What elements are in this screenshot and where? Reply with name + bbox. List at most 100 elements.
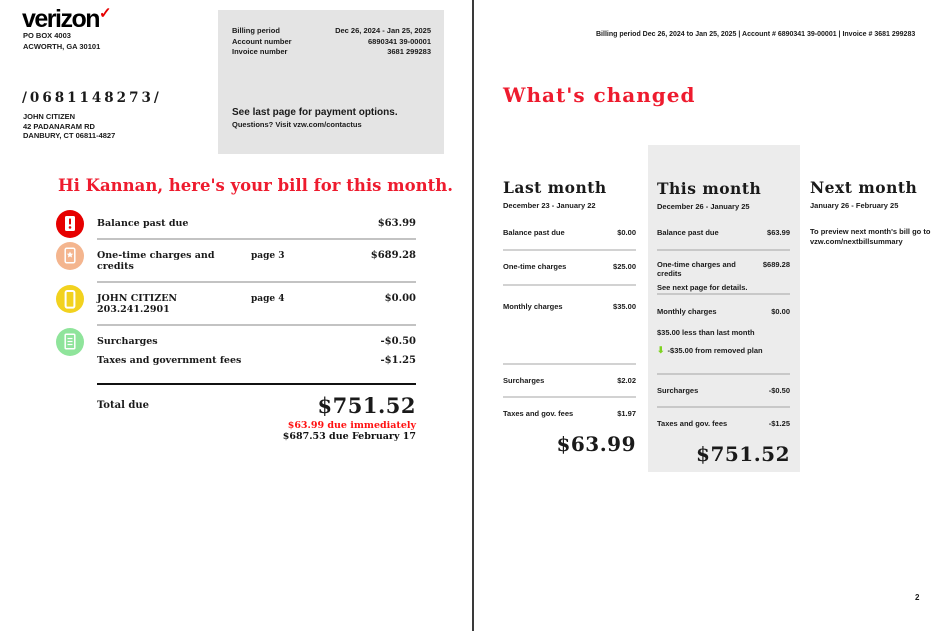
row-value: -$0.50 xyxy=(768,386,790,395)
bill-row-label: One-time charges and credits xyxy=(97,250,215,272)
removed-plan-text: -$35.00 from removed plan xyxy=(667,346,763,355)
verizon-logo: verizon✓ xyxy=(22,4,112,34)
billing-period-value: Dec 26, 2024 - Jan 25, 2025 xyxy=(335,26,431,35)
row-value: $35.00 xyxy=(613,302,636,311)
page-divider xyxy=(472,0,474,631)
see-next-page-note: See next page for details. xyxy=(657,283,748,292)
row-label: Taxes and gov. fees xyxy=(503,409,574,418)
row-label: Monthly charges xyxy=(657,307,717,316)
this-month-total: $751.52 xyxy=(696,442,790,466)
recipient-line: JOHN CITIZEN xyxy=(23,112,76,121)
last-month-total: $63.99 xyxy=(556,432,636,456)
next-month-column: Next month January 26 - February 25 To p… xyxy=(810,178,942,247)
bill-row-amount: $63.99 xyxy=(377,218,416,229)
this-month-row: Balance past due $63.99 xyxy=(657,228,790,237)
removed-plan-line: ⬇ -$35.00 from removed plan xyxy=(657,345,790,356)
last-month-title: Last month xyxy=(503,178,607,197)
row-value: $63.99 xyxy=(767,228,790,237)
bill-row-page: page 3 xyxy=(251,251,285,261)
whats-changed-heading: What's changed xyxy=(503,83,696,107)
total-due-amount: $751.52 xyxy=(317,393,416,418)
this-month-dates: December 26 - January 25 xyxy=(657,202,750,211)
bill-row-balance-past-due: Balance past due $63.99 xyxy=(56,208,416,240)
due-immediately-note: $63.99 due immediately xyxy=(287,420,416,431)
billing-info-rows: Billing period Dec 26, 2024 - Jan 25, 20… xyxy=(232,26,431,58)
billing-info-box: Billing period Dec 26, 2024 - Jan 25, 20… xyxy=(218,10,444,154)
bill-row-amount: $0.00 xyxy=(384,293,416,304)
invoice-number-value: 3681 299283 xyxy=(387,47,431,56)
this-month-title: This month xyxy=(657,179,762,198)
invoice-number-row: Invoice number 3681 299283 xyxy=(232,47,431,58)
row-value: $689.28 xyxy=(762,260,790,269)
row-label: Monthly charges xyxy=(503,302,563,311)
last-month-row: Taxes and gov. fees $1.97 xyxy=(503,409,636,418)
row-label: One-time charges and credits xyxy=(657,260,736,278)
row-label: Balance past due xyxy=(503,228,565,237)
account-number-label: Account number xyxy=(232,36,292,46)
bill-row-label: JOHN CITIZEN 203.241.2901 xyxy=(97,293,178,315)
last-month-row: Monthly charges $35.00 xyxy=(503,302,636,311)
bill-row-amount: $689.28 xyxy=(370,250,416,261)
mail-scanline: /0681148273/ xyxy=(22,90,162,106)
last-month-row: Balance past due $0.00 xyxy=(503,228,636,237)
next-month-title: Next month xyxy=(810,178,918,197)
this-month-row: Monthly charges $0.00 xyxy=(657,307,790,316)
row-label: Taxes and gov. fees xyxy=(657,419,728,428)
due-later-note: $687.53 due February 17 xyxy=(282,431,416,442)
arrow-down-icon: ⬇ xyxy=(657,345,665,355)
bill-row-page: page 4 xyxy=(251,294,285,304)
this-month-row: Taxes and gov. fees -$1.25 xyxy=(657,419,790,428)
row-value: $2.02 xyxy=(617,376,636,385)
row-value: $25.00 xyxy=(613,262,636,271)
questions-note: Questions? Visit vzw.com/contactus xyxy=(232,120,362,129)
payment-options-note: See last page for payment options. xyxy=(232,107,398,118)
billing-meta-line: Billing period Dec 26, 2024 to Jan 25, 2… xyxy=(596,31,916,38)
row-label: One-time charges xyxy=(503,262,567,271)
next-month-dates: January 26 - February 25 xyxy=(810,201,899,210)
last-month-dates: December 23 - January 22 xyxy=(503,201,596,210)
last-month-row: One-time charges $25.00 xyxy=(503,262,636,271)
last-month-row: Surcharges $2.02 xyxy=(503,376,636,385)
sender-line: PO BOX 4003 xyxy=(23,31,71,40)
this-month-column: This month December 26 - January 25 Bala… xyxy=(657,179,790,466)
bill-summary-table: Balance past due $63.99 One-time charges… xyxy=(56,208,416,442)
phone-icon xyxy=(56,285,84,313)
page-number: 2 xyxy=(915,593,920,602)
row-value: -$1.25 xyxy=(768,419,790,428)
bill-alert-icon xyxy=(56,210,84,238)
account-number-row: Account number 6890341 39-00001 xyxy=(232,37,431,48)
invoice-number-label: Invoice number xyxy=(232,47,288,56)
bill-row-label: Taxes and government fees xyxy=(97,355,242,366)
recipient-address: JOHN CITIZEN 42 PADANARAM RD DANBURY, CT… xyxy=(23,112,115,141)
total-due-label: Total due xyxy=(97,400,149,411)
recipient-line: DANBURY, CT 06811-4827 xyxy=(23,131,116,140)
bill-row-one-time-charges: One-time charges and credits page 3 $689… xyxy=(56,240,416,283)
document-icon xyxy=(56,328,84,356)
row-label: Surcharges xyxy=(503,376,545,385)
this-month-panel: This month December 26 - January 25 Bala… xyxy=(648,145,800,472)
phone-star-icon xyxy=(56,242,84,270)
sender-line: ACWORTH, GA 30101 xyxy=(23,41,101,51)
next-month-preview-text: To preview next month's bill go to vzw.c… xyxy=(810,227,931,246)
billing-period-label: Billing period xyxy=(232,26,280,35)
bill-row-label: Surcharges xyxy=(97,336,158,347)
row-value: $1.97 xyxy=(617,409,636,418)
row-label: Balance past due xyxy=(657,228,719,237)
this-month-row: Surcharges -$0.50 xyxy=(657,386,790,395)
last-month-column: Last month December 23 - January 22 Bala… xyxy=(503,178,636,456)
bill-row-amount: -$0.50 xyxy=(380,336,416,347)
bill-row-amount: -$1.25 xyxy=(380,355,416,366)
row-label: Surcharges xyxy=(657,386,699,395)
this-month-row: One-time charges and credits $689.28 xyxy=(657,260,790,278)
total-due-row: Total due $751.52 $63.99 due immediately… xyxy=(56,393,416,442)
bill-row-label: Balance past due xyxy=(97,218,189,229)
sender-address: PO BOX 4003 ACWORTH, GA 30101 xyxy=(23,31,100,52)
verizon-check-icon: ✓ xyxy=(99,5,112,22)
account-number-value: 6890341 39-00001 xyxy=(368,36,431,46)
recipient-line: 42 PADANARAM RD xyxy=(23,121,95,131)
bill-greeting: Hi Kannan, here's your bill for this mon… xyxy=(58,176,453,195)
row-value: $0.00 xyxy=(771,307,790,316)
row-value: $0.00 xyxy=(617,228,636,237)
billing-period-row: Billing period Dec 26, 2024 - Jan 25, 20… xyxy=(232,26,431,37)
